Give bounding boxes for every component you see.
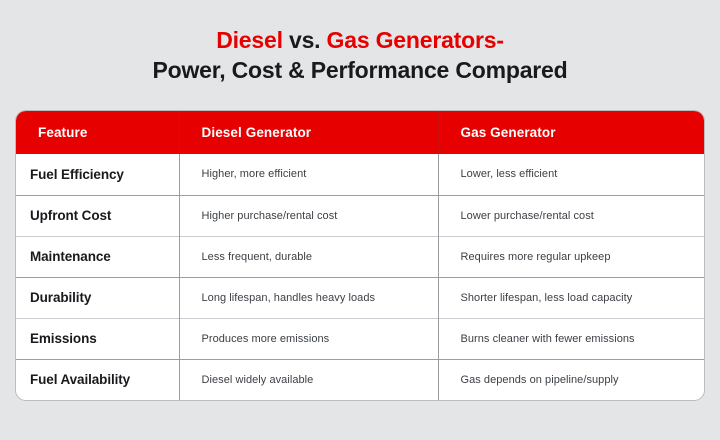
cell-gas: Shorter lifespan, less load capacity [438,276,704,318]
table-row: Fuel Availability Diesel widely availabl… [16,358,704,400]
cell-gas: Lower purchase/rental cost [438,194,704,236]
cell-feature: Durability [16,276,180,318]
title-word-vs: vs. [282,27,327,53]
cell-gas: Lower, less efficient [460,168,558,181]
cell-gas: Gas depends on pipeline/supply [438,358,704,400]
table-row: Upfront Cost Higher purchase/rental cost… [16,194,704,236]
cell-feature: Upfront Cost [16,194,180,236]
cell-diesel: Less frequent, durable [179,235,439,277]
table-header-row: Feature Diesel Generator Gas Generator [16,111,704,154]
title-line-1: Diesel vs. Gas Generators- [0,26,720,54]
table-row: Maintenance Less frequent, durable Requi… [16,235,704,277]
comparison-table-container: Feature Diesel Generator Gas Generator F… [15,110,705,401]
table-row: Durability Long lifespan, handles heavy … [16,276,704,318]
cell-feature: Maintenance [16,235,180,277]
table-body: Fuel Efficiency Higher, more efficient L… [16,154,704,400]
title-word-diesel: Diesel [216,27,283,53]
cell-diesel: Long lifespan, handles heavy loads [179,276,439,318]
page-title: Diesel vs. Gas Generators- Power, Cost &… [0,0,720,84]
cell-diesel: Higher purchase/rental cost [179,194,439,236]
cell-feature: Emissions [16,317,180,359]
title-line-2: Power, Cost & Performance Compared [152,57,568,84]
comparison-table: Feature Diesel Generator Gas Generator F… [16,111,704,400]
cell-diesel: Produces more emissions [179,317,439,359]
cell-gas: Requires more regular upkeep [438,235,704,277]
cell-gas: Burns cleaner with fewer emissions [438,317,704,359]
cell-diesel: Diesel widely available [179,358,439,400]
table-header: Feature Diesel Generator Gas Generator [16,111,704,154]
title-word-gas-generators: Gas Generators- [326,27,504,53]
cell-diesel: Higher, more efficient [179,154,439,195]
cell-feature: Fuel Efficiency [16,154,180,195]
cell-feature: Fuel Availability [16,358,180,400]
table-row: Fuel Efficiency Higher, more efficient L… [16,154,704,195]
column-header-gas-generator: Gas Generator [438,111,704,154]
column-header-feature: Feature [16,111,180,154]
table-row: Emissions Produces more emissions Burns … [16,317,704,359]
column-header-diesel-generator: Diesel Generator [179,111,439,154]
